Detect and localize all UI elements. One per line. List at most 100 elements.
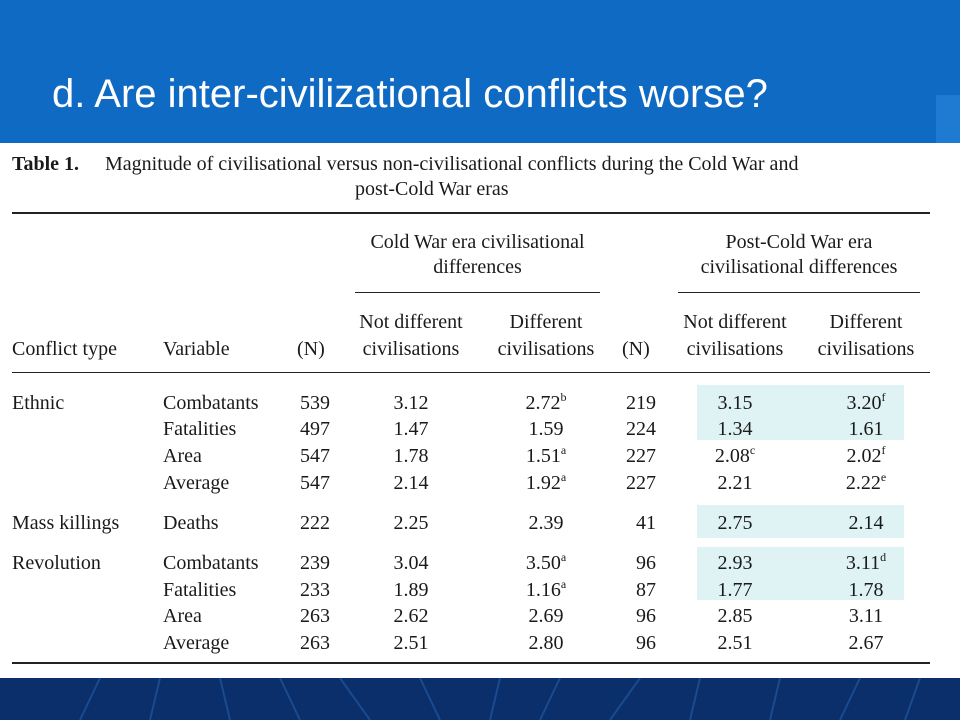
cell-n1: 547 (290, 445, 330, 467)
header-pcw-d-line1: Different (829, 311, 903, 333)
cell-n2-value: 227 (626, 445, 656, 467)
bottom-rule (12, 662, 930, 664)
cell-variable: Deaths (163, 512, 293, 534)
cell-pcw-not-different-value: 2.21 (717, 472, 753, 494)
cell-pcw-different-footnote: e (880, 470, 887, 484)
header-cw-nd-line1: Not different (359, 311, 463, 333)
cell-cw-not-different-value: 2.51 (393, 632, 429, 654)
cell-cw-different-value: 2.69 (528, 605, 564, 627)
cell-cw-different-value: 1.16 (525, 579, 561, 601)
cell-pcw-not-different: 3.15 (674, 392, 796, 414)
cell-cw-different-value: 3.50 (525, 552, 561, 574)
highlight-ethnic (697, 385, 904, 440)
cell-cw-different-footnote: a (560, 470, 567, 484)
cell-conflict-type: Mass killings (12, 512, 162, 534)
cell-n1-value: 263 (300, 632, 330, 654)
cell-variable-value: Combatants (163, 552, 259, 574)
cell-cw-different: 2.39 (485, 512, 607, 534)
cell-pcw-different: 2.02f (803, 444, 929, 467)
cell-pcw-not-different: 2.93 (674, 552, 796, 574)
cell-cw-not-different-value: 2.14 (393, 472, 429, 494)
cell-pcw-not-different: 1.77 (674, 579, 796, 601)
header-cw-d-line1: Different (509, 311, 583, 333)
cell-n2-value: 96 (636, 552, 656, 574)
cell-pcw-different-value: 3.11 (845, 552, 881, 574)
cell-cw-not-different-value: 1.78 (393, 445, 429, 467)
header-n2: (N) (622, 338, 650, 360)
cell-variable: Combatants (163, 392, 293, 414)
cell-pcw-different-value: 1.78 (848, 579, 884, 601)
cell-n1: 233 (290, 579, 330, 601)
cell-n1: 263 (290, 605, 330, 627)
header-rule (12, 372, 930, 373)
header-n1: (N) (297, 338, 325, 360)
header-pcw-nd-line1: Not different (683, 311, 787, 333)
cell-n2: 87 (612, 579, 656, 601)
cell-pcw-different-value: 3.20 (846, 392, 882, 414)
highlight-revolution (697, 547, 904, 600)
cell-variable: Combatants (163, 552, 293, 574)
cell-conflict-type: Ethnic (12, 392, 162, 414)
cell-cw-different-value: 1.51 (525, 445, 561, 467)
cell-pcw-different-value: 2.67 (848, 632, 884, 654)
cell-variable-value: Average (163, 472, 230, 494)
header-conflict-type: Conflict type (12, 338, 117, 360)
cell-n2: 219 (612, 392, 656, 414)
cell-n1-value: 497 (300, 418, 330, 440)
cell-pcw-different-footnote: d (880, 550, 887, 564)
cell-variable: Fatalities (163, 418, 293, 440)
cell-cw-not-different: 3.12 (350, 392, 472, 414)
header-variable: Variable (163, 338, 230, 360)
cell-n1-value: 539 (300, 392, 330, 414)
cell-variable: Average (163, 472, 293, 494)
cell-pcw-not-different: 2.08c (674, 444, 796, 467)
header-cw-d-line2: civilisations (497, 338, 595, 360)
table-label: Table 1. (12, 153, 80, 175)
cell-pcw-not-different-value: 2.08 (714, 445, 750, 467)
cell-n2: 227 (612, 472, 656, 494)
cell-n2: 41 (612, 512, 656, 534)
cell-variable-value: Average (163, 632, 230, 654)
highlight-mass-killings (697, 505, 904, 538)
cell-pcw-not-different: 2.51 (674, 632, 796, 654)
cell-cw-different: 1.59 (485, 418, 607, 440)
cell-pcw-different-value: 2.14 (848, 512, 884, 534)
cell-pcw-different-value: 2.22 (845, 472, 881, 494)
cell-cw-not-different: 3.04 (350, 552, 472, 574)
cell-variable: Area (163, 605, 293, 627)
cell-variable: Average (163, 632, 293, 654)
cell-conflict-type: Revolution (12, 552, 162, 574)
slide-footer (0, 678, 960, 720)
footer-pattern (79, 678, 921, 720)
cell-pcw-not-different-value: 2.51 (717, 632, 753, 654)
cell-variable-value: Fatalities (163, 579, 237, 601)
cell-variable: Area (163, 445, 293, 467)
cell-n2-value: 219 (626, 392, 656, 414)
cell-cw-different: 1.51a (485, 443, 607, 467)
cell-pcw-not-different-value: 1.77 (717, 579, 753, 601)
group2-header-line2: civilisational differences (700, 256, 898, 278)
table-figure: Table 1. Magnitude of civilisational ver… (0, 143, 960, 678)
cell-cw-not-different-value: 1.47 (393, 418, 429, 440)
cell-variable-value: Area (163, 445, 202, 467)
cell-pcw-not-different: 2.21 (674, 472, 796, 494)
cell-cw-different-footnote: a (560, 443, 567, 457)
cell-cw-different-value: 2.72 (525, 392, 561, 414)
cell-cw-not-different: 1.89 (350, 579, 472, 601)
cell-variable-value: Area (163, 605, 202, 627)
cell-n1: 497 (290, 418, 330, 440)
cell-variable-value: Combatants (163, 392, 259, 414)
cell-pcw-different-footnote: f (881, 390, 886, 404)
top-rule (12, 212, 930, 214)
cell-pcw-different: 2.22e (803, 470, 929, 494)
cell-pcw-different: 1.61 (803, 418, 929, 440)
cell-cw-not-different: 1.47 (350, 418, 472, 440)
cell-pcw-not-different-value: 2.75 (717, 512, 753, 534)
header-pcw-d-line2: civilisations (817, 338, 915, 360)
header-cw-nd-line2: civilisations (362, 338, 460, 360)
cell-variable-value: Deaths (163, 512, 219, 534)
cell-pcw-different: 3.11d (803, 550, 929, 574)
cell-pcw-different-value: 3.11 (848, 605, 884, 627)
cell-n1-value: 547 (300, 472, 330, 494)
cell-cw-not-different-value: 1.89 (393, 579, 429, 601)
